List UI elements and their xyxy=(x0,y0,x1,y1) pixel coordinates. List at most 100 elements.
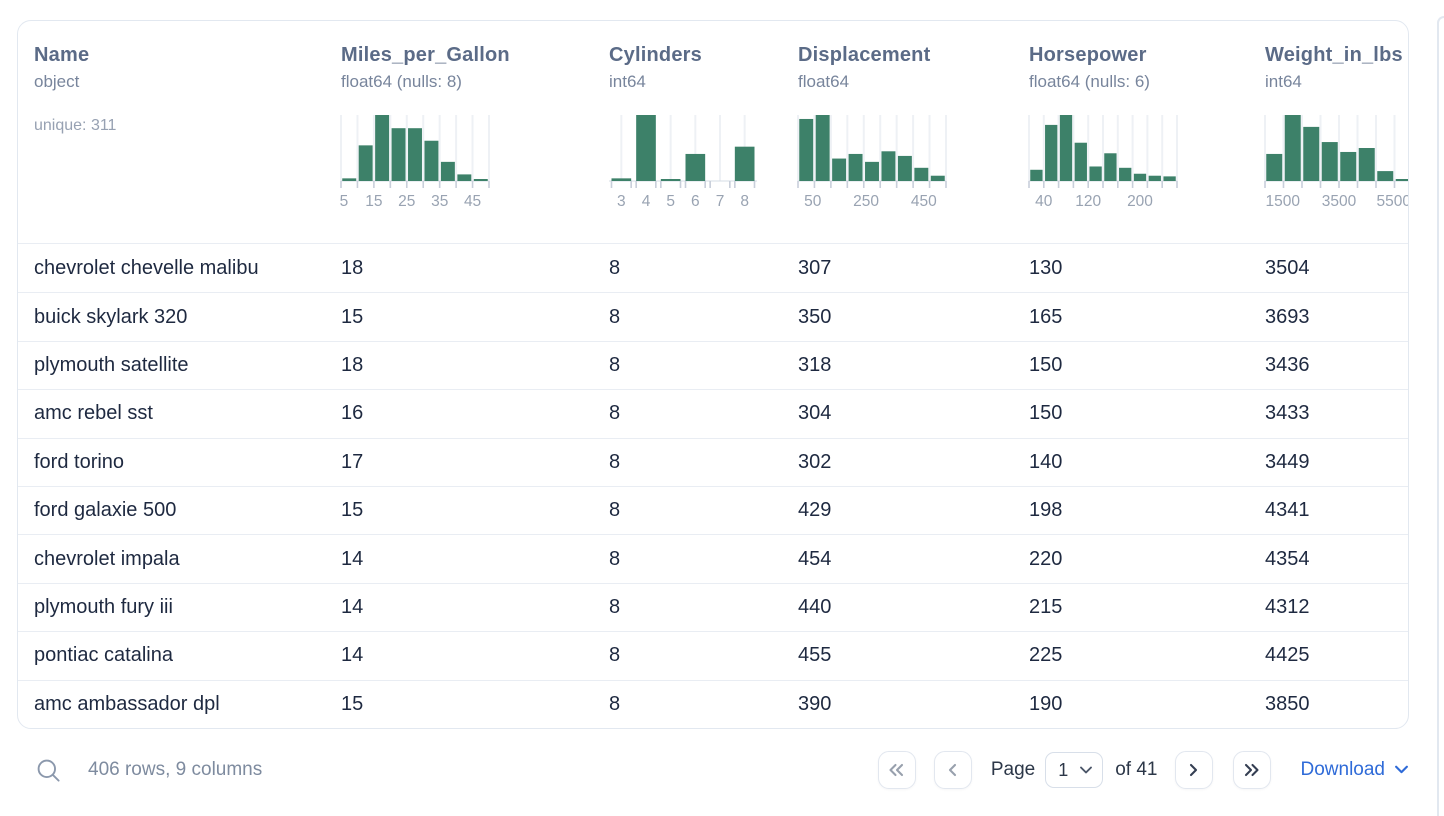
table-cell: 3504 xyxy=(1265,256,1310,279)
histogram-tick-label: 15 xyxy=(365,193,382,210)
search-icon xyxy=(37,759,60,782)
column-header-name[interactable]: Name object unique: 311 xyxy=(34,41,341,243)
table-cell: 8 xyxy=(609,353,621,376)
table-cell: 18 xyxy=(341,353,364,376)
table-row[interactable]: buick skylark 320 15 8 350 165 3693 xyxy=(18,292,1408,340)
table-cell: 302 xyxy=(798,450,832,473)
table-row[interactable]: ford galaxie 500 15 8 429 198 4341 xyxy=(18,485,1408,534)
table-row[interactable]: amc ambassador dpl 15 8 390 190 3850 xyxy=(18,679,1408,728)
histogram-tick-label: 120 xyxy=(1075,193,1101,210)
first-page-button[interactable] xyxy=(877,751,916,789)
chevron-right-icon xyxy=(1189,763,1198,777)
table-cell: 8 xyxy=(609,499,621,522)
last-page-button[interactable] xyxy=(1232,751,1271,789)
column-histogram: 40 120 200 xyxy=(1028,115,1178,210)
column-name: Displacement xyxy=(798,44,931,66)
table-row[interactable]: amc rebel sst 16 8 304 150 3433 xyxy=(18,389,1408,437)
histogram-tick-label: 3 xyxy=(617,193,626,210)
table-cell: amc ambassador dpl xyxy=(34,692,220,715)
column-dtype: int64 xyxy=(609,72,646,91)
table-header-row: Name object unique: 311 Miles_per_Gallon flo… xyxy=(18,21,1408,244)
pagination-controls: document.querySelectorAll('.pbtn')[1].cl… xyxy=(877,751,1410,789)
histogram-tick-label: 6 xyxy=(691,193,700,210)
table-cell: 14 xyxy=(341,547,364,570)
column-header-cylinders[interactable]: Cylinders int64 3 4 5 6 7 8 xyxy=(609,41,798,243)
table-cell: 18 xyxy=(341,256,364,279)
table-cell: 220 xyxy=(1029,547,1063,570)
column-name: Cylinders xyxy=(609,44,702,66)
table-cell: chevrolet chevelle malibu xyxy=(34,256,259,279)
histogram-tick-label: 35 xyxy=(431,193,448,210)
table-cell: chevrolet impala xyxy=(34,547,180,570)
table-cell: ford torino xyxy=(34,450,125,473)
table-cell: 429 xyxy=(798,499,832,522)
table-cell: plymouth fury iii xyxy=(34,595,173,618)
table-cell: 4425 xyxy=(1265,644,1310,667)
histogram-tick-label: 4 xyxy=(642,193,651,210)
table-row[interactable]: chevrolet chevelle malibu 18 8 307 130 3504 xyxy=(18,244,1408,292)
table-cell: 8 xyxy=(609,692,621,715)
table-cell: 440 xyxy=(798,595,832,618)
column-header-displacement[interactable]: Displacement float64 50 250 450 xyxy=(797,41,1029,243)
table-cell: 8 xyxy=(609,450,621,473)
page-total-label: of 41 xyxy=(1115,759,1158,780)
table-cell: 4341 xyxy=(1265,499,1310,522)
table-cell: 15 xyxy=(341,692,364,715)
table-cell: 150 xyxy=(1029,402,1063,425)
table-row[interactable]: pontiac catalina 14 8 455 225 4425 xyxy=(18,631,1408,679)
table-row[interactable]: plymouth satellite 18 8 318 150 3436 xyxy=(18,340,1408,389)
histogram-tick-label: 7 xyxy=(716,193,725,210)
table-cell: 3436 xyxy=(1265,353,1310,376)
table-cell: 390 xyxy=(798,692,832,715)
table-cell: 140 xyxy=(1029,450,1063,473)
histogram-tick-label: 200 xyxy=(1127,193,1153,210)
histogram-tick-label: 50 xyxy=(804,193,822,210)
adjacent-panel-edge xyxy=(1437,16,1444,816)
column-name: Name xyxy=(34,44,90,66)
table-cell: 14 xyxy=(341,595,364,618)
table-cell: 3433 xyxy=(1265,402,1310,425)
previous-page-button[interactable] xyxy=(933,751,972,789)
download-label: Download xyxy=(1300,759,1386,780)
table-cell: 4312 xyxy=(1265,595,1310,618)
histogram-tick-label: 8 xyxy=(740,193,749,210)
table-cell: 8 xyxy=(609,595,621,618)
table-cell: 15 xyxy=(341,305,364,328)
table-row[interactable]: chevrolet impala 14 8 454 220 4354 xyxy=(18,534,1408,582)
table-cell: 307 xyxy=(798,256,832,279)
page-select[interactable]: 1 xyxy=(1045,752,1104,788)
column-name: Weight_in_lbs xyxy=(1265,44,1403,66)
column-header-miles_per_gallon[interactable]: Miles_per_Gallon float64 (nulls: 8) 5 15 25 3… xyxy=(340,41,609,243)
histogram-tick-label: 45 xyxy=(464,193,481,210)
column-header-weight_in_lbs[interactable]: Weight_in_lbs int64 1500 3500 5500 xyxy=(1264,41,1408,243)
table-cell: 16 xyxy=(341,402,364,425)
table-cell: 8 xyxy=(609,256,621,279)
table-cell: 17 xyxy=(341,450,364,473)
table-cell: ford galaxie 500 xyxy=(34,499,177,522)
column-histogram: 5 15 25 35 45 xyxy=(340,115,490,210)
search-button[interactable] xyxy=(35,757,62,784)
table-cell: 14 xyxy=(341,644,364,667)
table-row[interactable]: ford torino 17 8 302 140 3449 xyxy=(18,437,1408,486)
column-dtype: object xyxy=(34,72,80,91)
column-histogram: 1500 3500 5500 xyxy=(1264,115,1408,210)
column-name: Miles_per_Gallon xyxy=(341,44,510,66)
histogram-tick-label: 450 xyxy=(911,193,937,210)
table-cell: 3449 xyxy=(1265,450,1310,473)
table-cell: 8 xyxy=(609,547,621,570)
table-cell: 130 xyxy=(1029,256,1063,279)
table-row[interactable]: plymouth fury iii 14 8 440 215 4312 xyxy=(18,582,1408,631)
column-header-horsepower[interactable]: Horsepower float64 (nulls: 6) 40 120 200 xyxy=(1028,41,1265,243)
table-body: chevrolet chevelle malibu 18 8 307 130 3504 bu… xyxy=(18,244,1408,728)
table-cell: 304 xyxy=(798,402,832,425)
table-cell: 8 xyxy=(609,402,621,425)
column-dtype: int64 xyxy=(1265,72,1302,91)
next-page-button[interactable] xyxy=(1174,751,1213,789)
histogram-tick-label: 5 xyxy=(340,193,349,210)
table-cell: 225 xyxy=(1029,644,1063,667)
chevron-down-icon xyxy=(1395,765,1408,774)
download-button[interactable]: Download xyxy=(1301,759,1410,781)
table-cell: 350 xyxy=(798,305,832,328)
data-table-card: Name object unique: 311 Miles_per_Gallon flo… xyxy=(17,20,1409,729)
double-chevron-left-icon xyxy=(889,763,904,777)
